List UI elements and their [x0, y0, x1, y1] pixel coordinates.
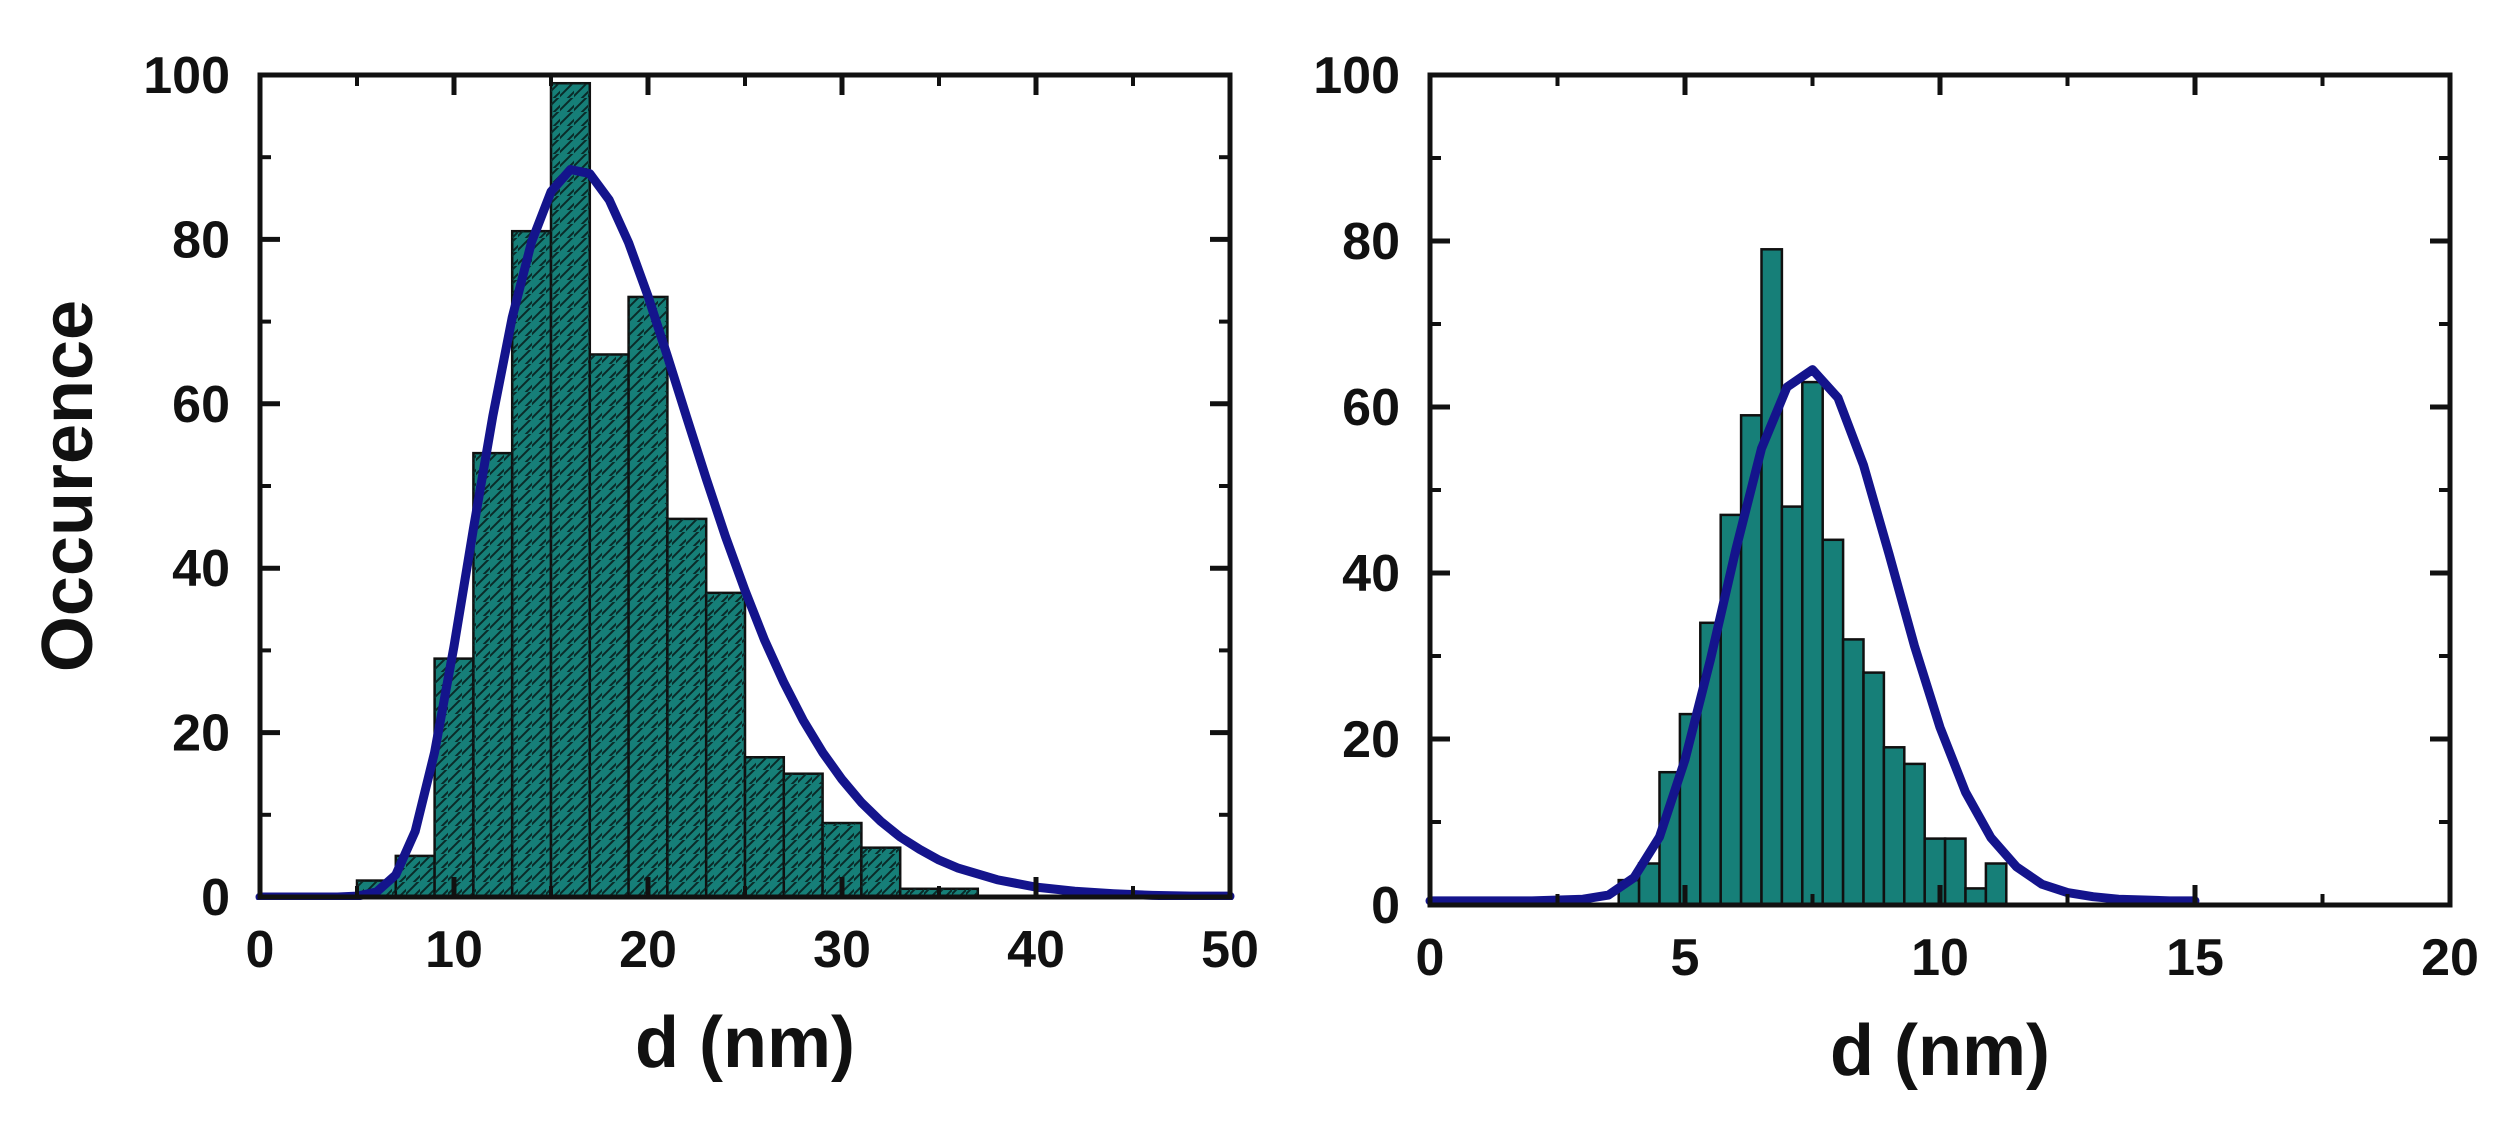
y-tick-label: 100: [1313, 47, 1400, 105]
histogram-bar-hatch: [861, 847, 901, 897]
histogram-bar-hatch: [473, 453, 513, 897]
y-tick-label: 80: [1342, 213, 1400, 271]
x-tick-label: 50: [1201, 921, 1259, 979]
y-tick-label: 0: [201, 869, 230, 927]
x-tick-label: 30: [813, 921, 871, 979]
x-tick-label: 0: [1416, 929, 1445, 987]
y-tick-label: 20: [172, 705, 230, 763]
histogram-bar: [1984, 862, 2008, 907]
histogram-bar-hatch: [589, 354, 629, 898]
histogram-bar-hatch: [900, 888, 939, 897]
y-tick-label: 60: [172, 376, 230, 434]
y-tick-label: 40: [172, 540, 230, 598]
histogram-bar: [1841, 638, 1865, 907]
plot-frame: [1427, 72, 2453, 908]
y-tick-label: 0: [1371, 877, 1400, 935]
x-tick-label: 0: [246, 921, 275, 979]
y-tick-label: 60: [1342, 379, 1400, 437]
y-tick-label: 40: [1342, 545, 1400, 603]
histogram-bar-hatch: [939, 888, 978, 897]
x-tick-label: 20: [2421, 929, 2479, 987]
histogram-bar-hatch: [512, 231, 551, 897]
histogram-bar: [1780, 505, 1804, 907]
histogram-bar: [1882, 746, 1906, 907]
histogram-bar: [1903, 762, 1926, 907]
fit-curve: [1425, 365, 2200, 905]
histogram-bar-hatch: [783, 773, 823, 897]
histogram-bar: [1801, 380, 1824, 907]
bars-group: [355, 81, 980, 899]
x-axis-title: d (nm): [1830, 1011, 2050, 1091]
histogram-bar-hatch: [706, 592, 745, 897]
x-tick-label: 10: [425, 921, 483, 979]
y-tick-label: 80: [172, 211, 230, 269]
x-tick-label: 20: [619, 921, 677, 979]
fit-curve: [255, 165, 1235, 900]
histogram-bar: [1862, 671, 1886, 907]
histogram-bar-hatch: [745, 757, 784, 897]
histogram-bar-hatch: [551, 83, 590, 898]
x-tick-label: 15: [2166, 929, 2224, 987]
histogram-bar-hatch: [628, 296, 668, 897]
histogram-bar: [1943, 837, 1967, 907]
right-panel: 0 20 40 60 80 100 0 5 10 15 20 d (nm): [1313, 47, 2479, 1091]
histogram-bar-hatch: [434, 658, 474, 897]
histogram-bar: [1821, 538, 1845, 907]
y-axis-title: Occurence: [28, 300, 108, 672]
x-tick-label: 5: [1671, 929, 1700, 987]
y-tick-label: 100: [143, 47, 230, 105]
x-tick-label: 10: [1911, 929, 1969, 987]
x-tick-label: 40: [1007, 921, 1065, 979]
y-tick-label: 20: [1342, 711, 1400, 769]
histogram-bar: [1760, 248, 1784, 907]
x-axis-title: d (nm): [635, 1003, 855, 1083]
bars-group: [1617, 248, 2008, 907]
histogram-bar-hatch: [667, 518, 707, 897]
left-panel: 0 20 40 60 80 100 0 10 20 30 40 50 d (nm) Occurence: [28, 47, 1259, 1083]
